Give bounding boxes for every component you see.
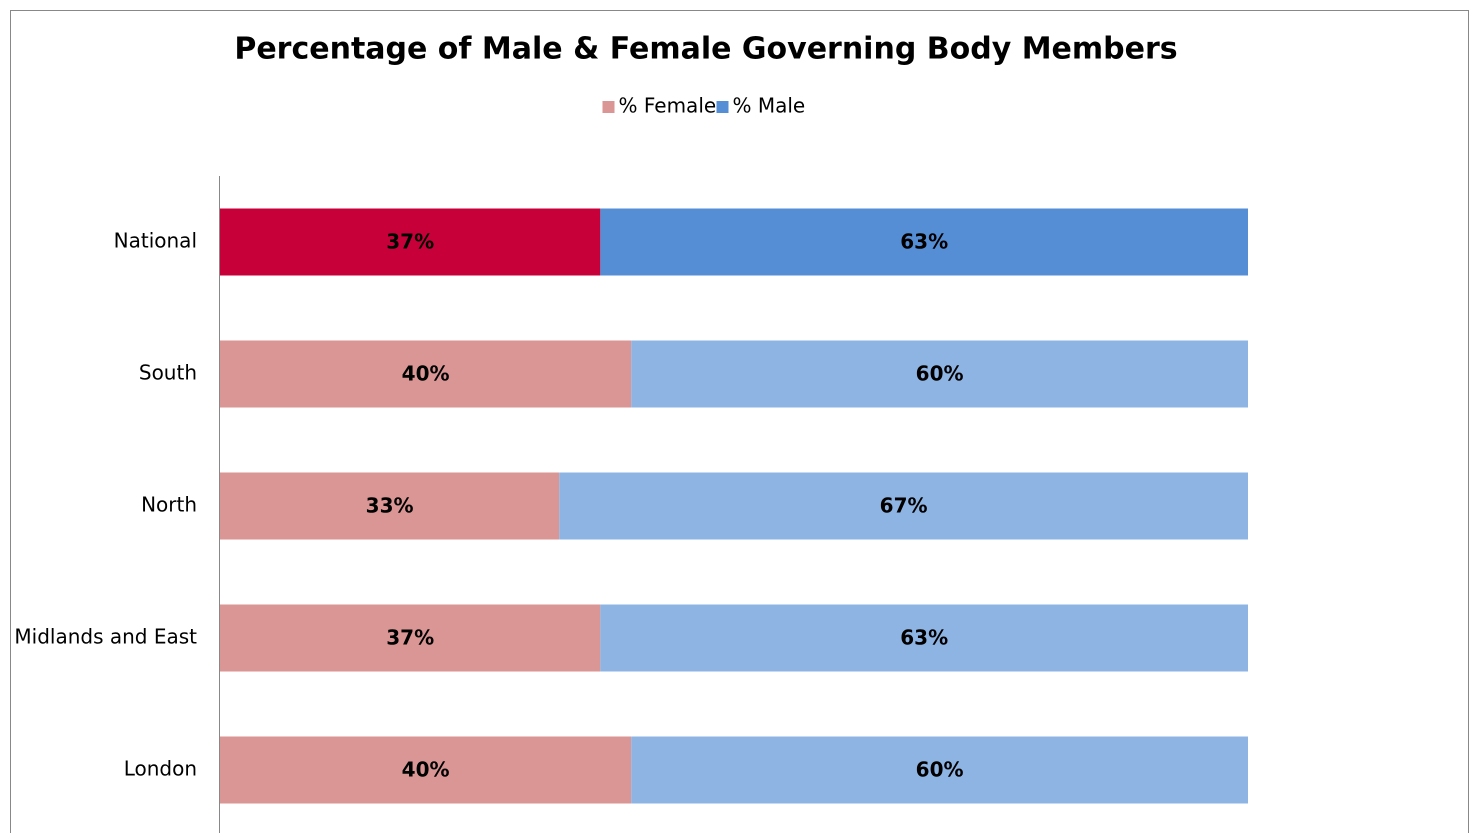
data-label: 40% bbox=[402, 362, 450, 386]
chart-title: Percentage of Male & Female Governing Bo… bbox=[234, 32, 1177, 67]
bar-segment bbox=[631, 340, 1248, 408]
data-label: 33% bbox=[366, 494, 414, 518]
data-label: 67% bbox=[880, 494, 928, 518]
data-label: 40% bbox=[402, 758, 450, 782]
bar-segment bbox=[600, 208, 1248, 276]
bar-segment bbox=[631, 736, 1248, 804]
bar-segment bbox=[600, 604, 1248, 672]
bar-segment bbox=[220, 604, 601, 672]
legend-swatch bbox=[602, 101, 615, 113]
chart-frame bbox=[10, 10, 1469, 833]
legend-swatch bbox=[716, 101, 729, 113]
data-label: 37% bbox=[386, 230, 434, 254]
legend-label: % Male bbox=[733, 94, 806, 118]
bar-segment bbox=[220, 472, 560, 540]
y-tick-label: London bbox=[124, 757, 197, 781]
data-label: 63% bbox=[900, 230, 948, 254]
legend-label: % Female bbox=[619, 94, 717, 118]
bar-segment bbox=[220, 208, 601, 276]
y-tick-label: National bbox=[114, 229, 197, 253]
data-label: 37% bbox=[386, 626, 434, 650]
y-tick-label: South bbox=[139, 361, 197, 385]
bar-segment bbox=[559, 472, 1248, 540]
data-label: 60% bbox=[916, 758, 964, 782]
y-tick-label: North bbox=[141, 493, 197, 517]
bar-segment bbox=[220, 736, 632, 804]
data-label: 60% bbox=[916, 362, 964, 386]
y-tick-label: Midlands and East bbox=[14, 625, 197, 649]
data-label: 63% bbox=[900, 626, 948, 650]
bar-segment bbox=[220, 340, 632, 408]
